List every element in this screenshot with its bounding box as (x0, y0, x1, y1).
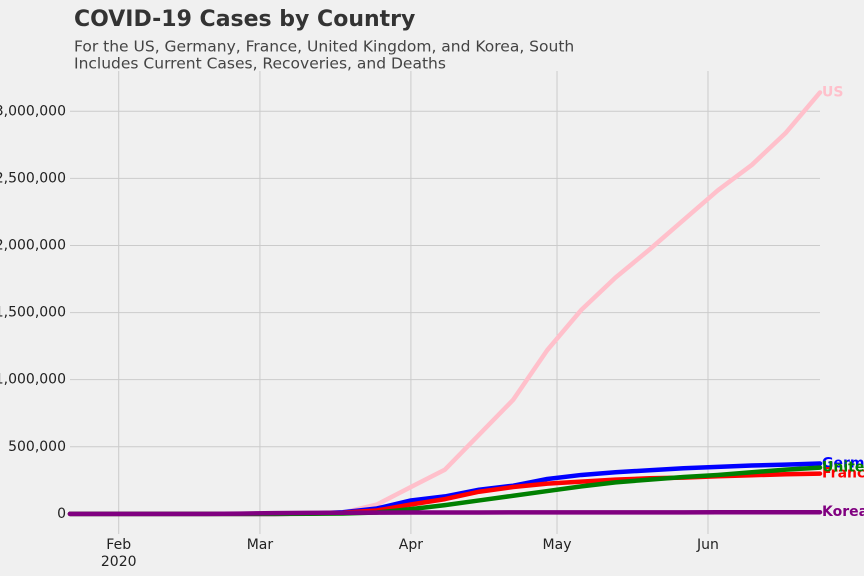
chart-title: COVID-19 Cases by Country (74, 7, 415, 32)
series-label: US (822, 84, 843, 100)
x-tick-year: 2020 (101, 554, 137, 570)
series-label: France (822, 466, 864, 482)
x-tick-label: May (543, 537, 572, 553)
x-tick-label: Jun (696, 537, 719, 553)
y-tick-label: 2,500,000 (0, 170, 66, 186)
x-tick-label: Apr (399, 537, 423, 553)
series-label: Germany (822, 456, 864, 472)
series-label: Korea, South (822, 504, 864, 520)
chart-subtitle: For the US, Germany, France, United King… (74, 38, 574, 56)
series-line (67, 509, 823, 517)
y-tick-label: 2,000,000 (0, 237, 66, 253)
x-tick-label: Feb (106, 537, 131, 553)
y-tick-label: 500,000 (8, 439, 66, 455)
series-label: United Kingdom (822, 460, 864, 476)
y-tick-label: 1,500,000 (0, 305, 66, 321)
y-tick-label: 0 (57, 506, 66, 522)
y-tick-label: 3,000,000 (0, 103, 66, 119)
x-tick-label: Mar (247, 537, 274, 553)
chart-subtitle: Includes Current Cases, Recoveries, and … (74, 55, 446, 73)
y-tick-label: 1,000,000 (0, 372, 66, 388)
